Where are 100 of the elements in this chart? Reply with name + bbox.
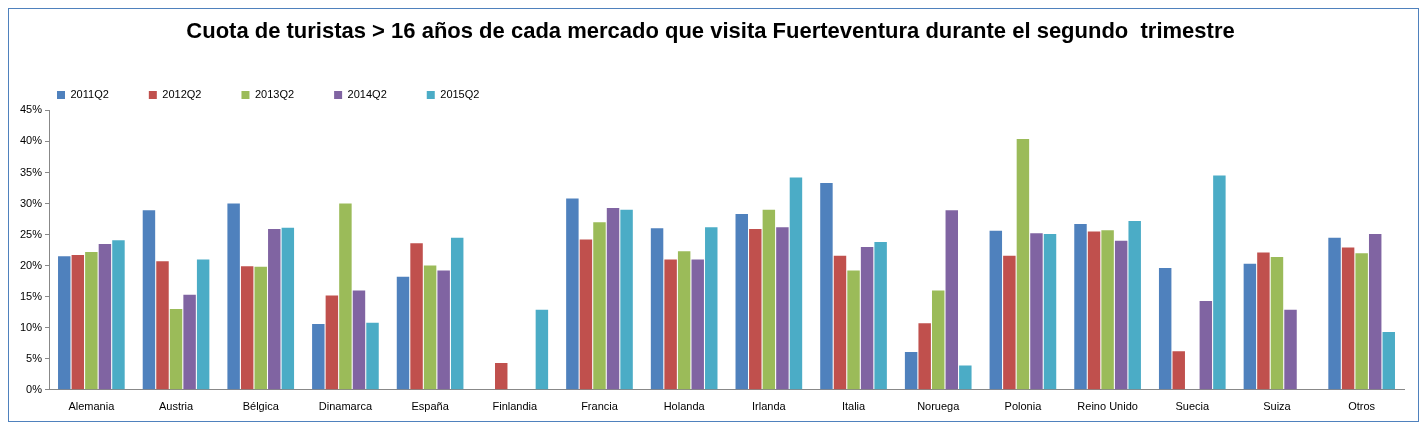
- bar: [1199, 301, 1213, 390]
- x-tick-label: Alemania: [68, 400, 116, 413]
- y-tick-label: 5%: [26, 351, 43, 364]
- bar: [58, 256, 71, 390]
- bar: [620, 209, 633, 390]
- bar: [423, 265, 437, 390]
- bar: [1213, 175, 1226, 390]
- x-tick-label: Austria: [158, 400, 195, 413]
- bar: [1172, 351, 1185, 390]
- bar: [196, 259, 210, 390]
- legend-label: 2014Q2: [347, 87, 387, 100]
- bar: [1355, 253, 1368, 390]
- bar: [904, 351, 918, 390]
- y-tick-label: 15%: [19, 289, 43, 302]
- bar: [593, 222, 606, 390]
- bar: [142, 210, 156, 390]
- bar: [1328, 237, 1341, 390]
- bar: [98, 243, 112, 390]
- bar: [1128, 220, 1141, 390]
- bar: [566, 198, 579, 390]
- x-tick-label: España: [411, 400, 450, 413]
- bar: [1003, 255, 1016, 390]
- bar: [1368, 233, 1382, 390]
- x-tick-label: Reino Unido: [1077, 400, 1138, 413]
- bar: [1016, 138, 1030, 390]
- bar: [860, 247, 874, 390]
- x-tick-label: Francia: [581, 400, 619, 413]
- bar: [366, 322, 379, 390]
- bar: [874, 242, 887, 390]
- bar: [268, 228, 281, 390]
- bar: [650, 228, 664, 390]
- y-tick-label: 30%: [19, 196, 43, 209]
- bar: [112, 240, 125, 390]
- bar: [352, 290, 366, 390]
- bar: [1030, 233, 1043, 390]
- bar: [410, 243, 423, 390]
- bar: [227, 203, 240, 390]
- bar: [240, 266, 254, 390]
- bar: [776, 227, 789, 390]
- x-tick-label: Suiza: [1263, 400, 1292, 413]
- bar: [281, 227, 295, 390]
- bar: [1284, 309, 1297, 390]
- x-tick-label: Otros: [1348, 400, 1376, 413]
- bar: [1074, 224, 1087, 390]
- bar: [579, 239, 593, 390]
- bar: [1087, 231, 1101, 390]
- bar: [989, 230, 1003, 390]
- bar: [1101, 230, 1114, 390]
- bar: [606, 207, 620, 390]
- bar: [677, 251, 691, 390]
- bar: [1382, 332, 1395, 390]
- x-tick-label: Finlandia: [492, 400, 538, 413]
- bar: [156, 261, 169, 390]
- bar: [495, 363, 508, 390]
- bar: [437, 270, 450, 390]
- x-tick-label: Polonia: [1004, 400, 1043, 413]
- bar: [535, 309, 549, 390]
- bar: [762, 209, 776, 390]
- bar: [254, 266, 267, 390]
- bar: [1243, 263, 1257, 390]
- x-tick-label: Suecia: [1175, 400, 1210, 413]
- x-tick-label: Irlanda: [752, 400, 787, 413]
- bar: [959, 365, 972, 390]
- y-tick-label: 10%: [19, 320, 43, 333]
- bar: [789, 177, 803, 390]
- x-tick-label: Bélgica: [242, 400, 280, 413]
- bar: [705, 227, 718, 390]
- x-tick-label: Italia: [841, 400, 867, 413]
- bar: [1114, 240, 1128, 390]
- bar: [749, 228, 762, 390]
- bar: [1257, 252, 1270, 390]
- bar: [945, 210, 959, 390]
- bar: [664, 259, 677, 390]
- bar: [918, 323, 931, 390]
- y-tick-label: 0%: [26, 382, 43, 395]
- bar: [183, 294, 196, 390]
- y-tick-label: 45%: [19, 103, 43, 116]
- bar: [396, 276, 410, 390]
- legend-label: 2015Q2: [440, 87, 480, 100]
- x-tick-label: Noruega: [917, 400, 961, 413]
- bar: [931, 290, 945, 390]
- legend-label: 2013Q2: [254, 87, 295, 100]
- bar: [1270, 256, 1284, 390]
- bar: [169, 309, 183, 390]
- bar: [325, 295, 339, 390]
- legend-label: 2012Q2: [162, 87, 202, 100]
- y-tick-label: 25%: [19, 227, 43, 240]
- bar: [1043, 233, 1057, 390]
- bar: [71, 255, 85, 390]
- bar: [847, 270, 860, 390]
- bar: [312, 323, 325, 390]
- y-tick-label: 20%: [19, 258, 43, 271]
- bar: [450, 237, 464, 390]
- x-tick-label: Holanda: [663, 400, 706, 413]
- bar: [1341, 247, 1355, 390]
- y-tick-label: 40%: [19, 134, 43, 147]
- y-tick-label: 35%: [19, 165, 43, 178]
- bar: [339, 203, 352, 390]
- x-tick-label: Dinamarca: [318, 400, 373, 413]
- bar: [85, 251, 98, 390]
